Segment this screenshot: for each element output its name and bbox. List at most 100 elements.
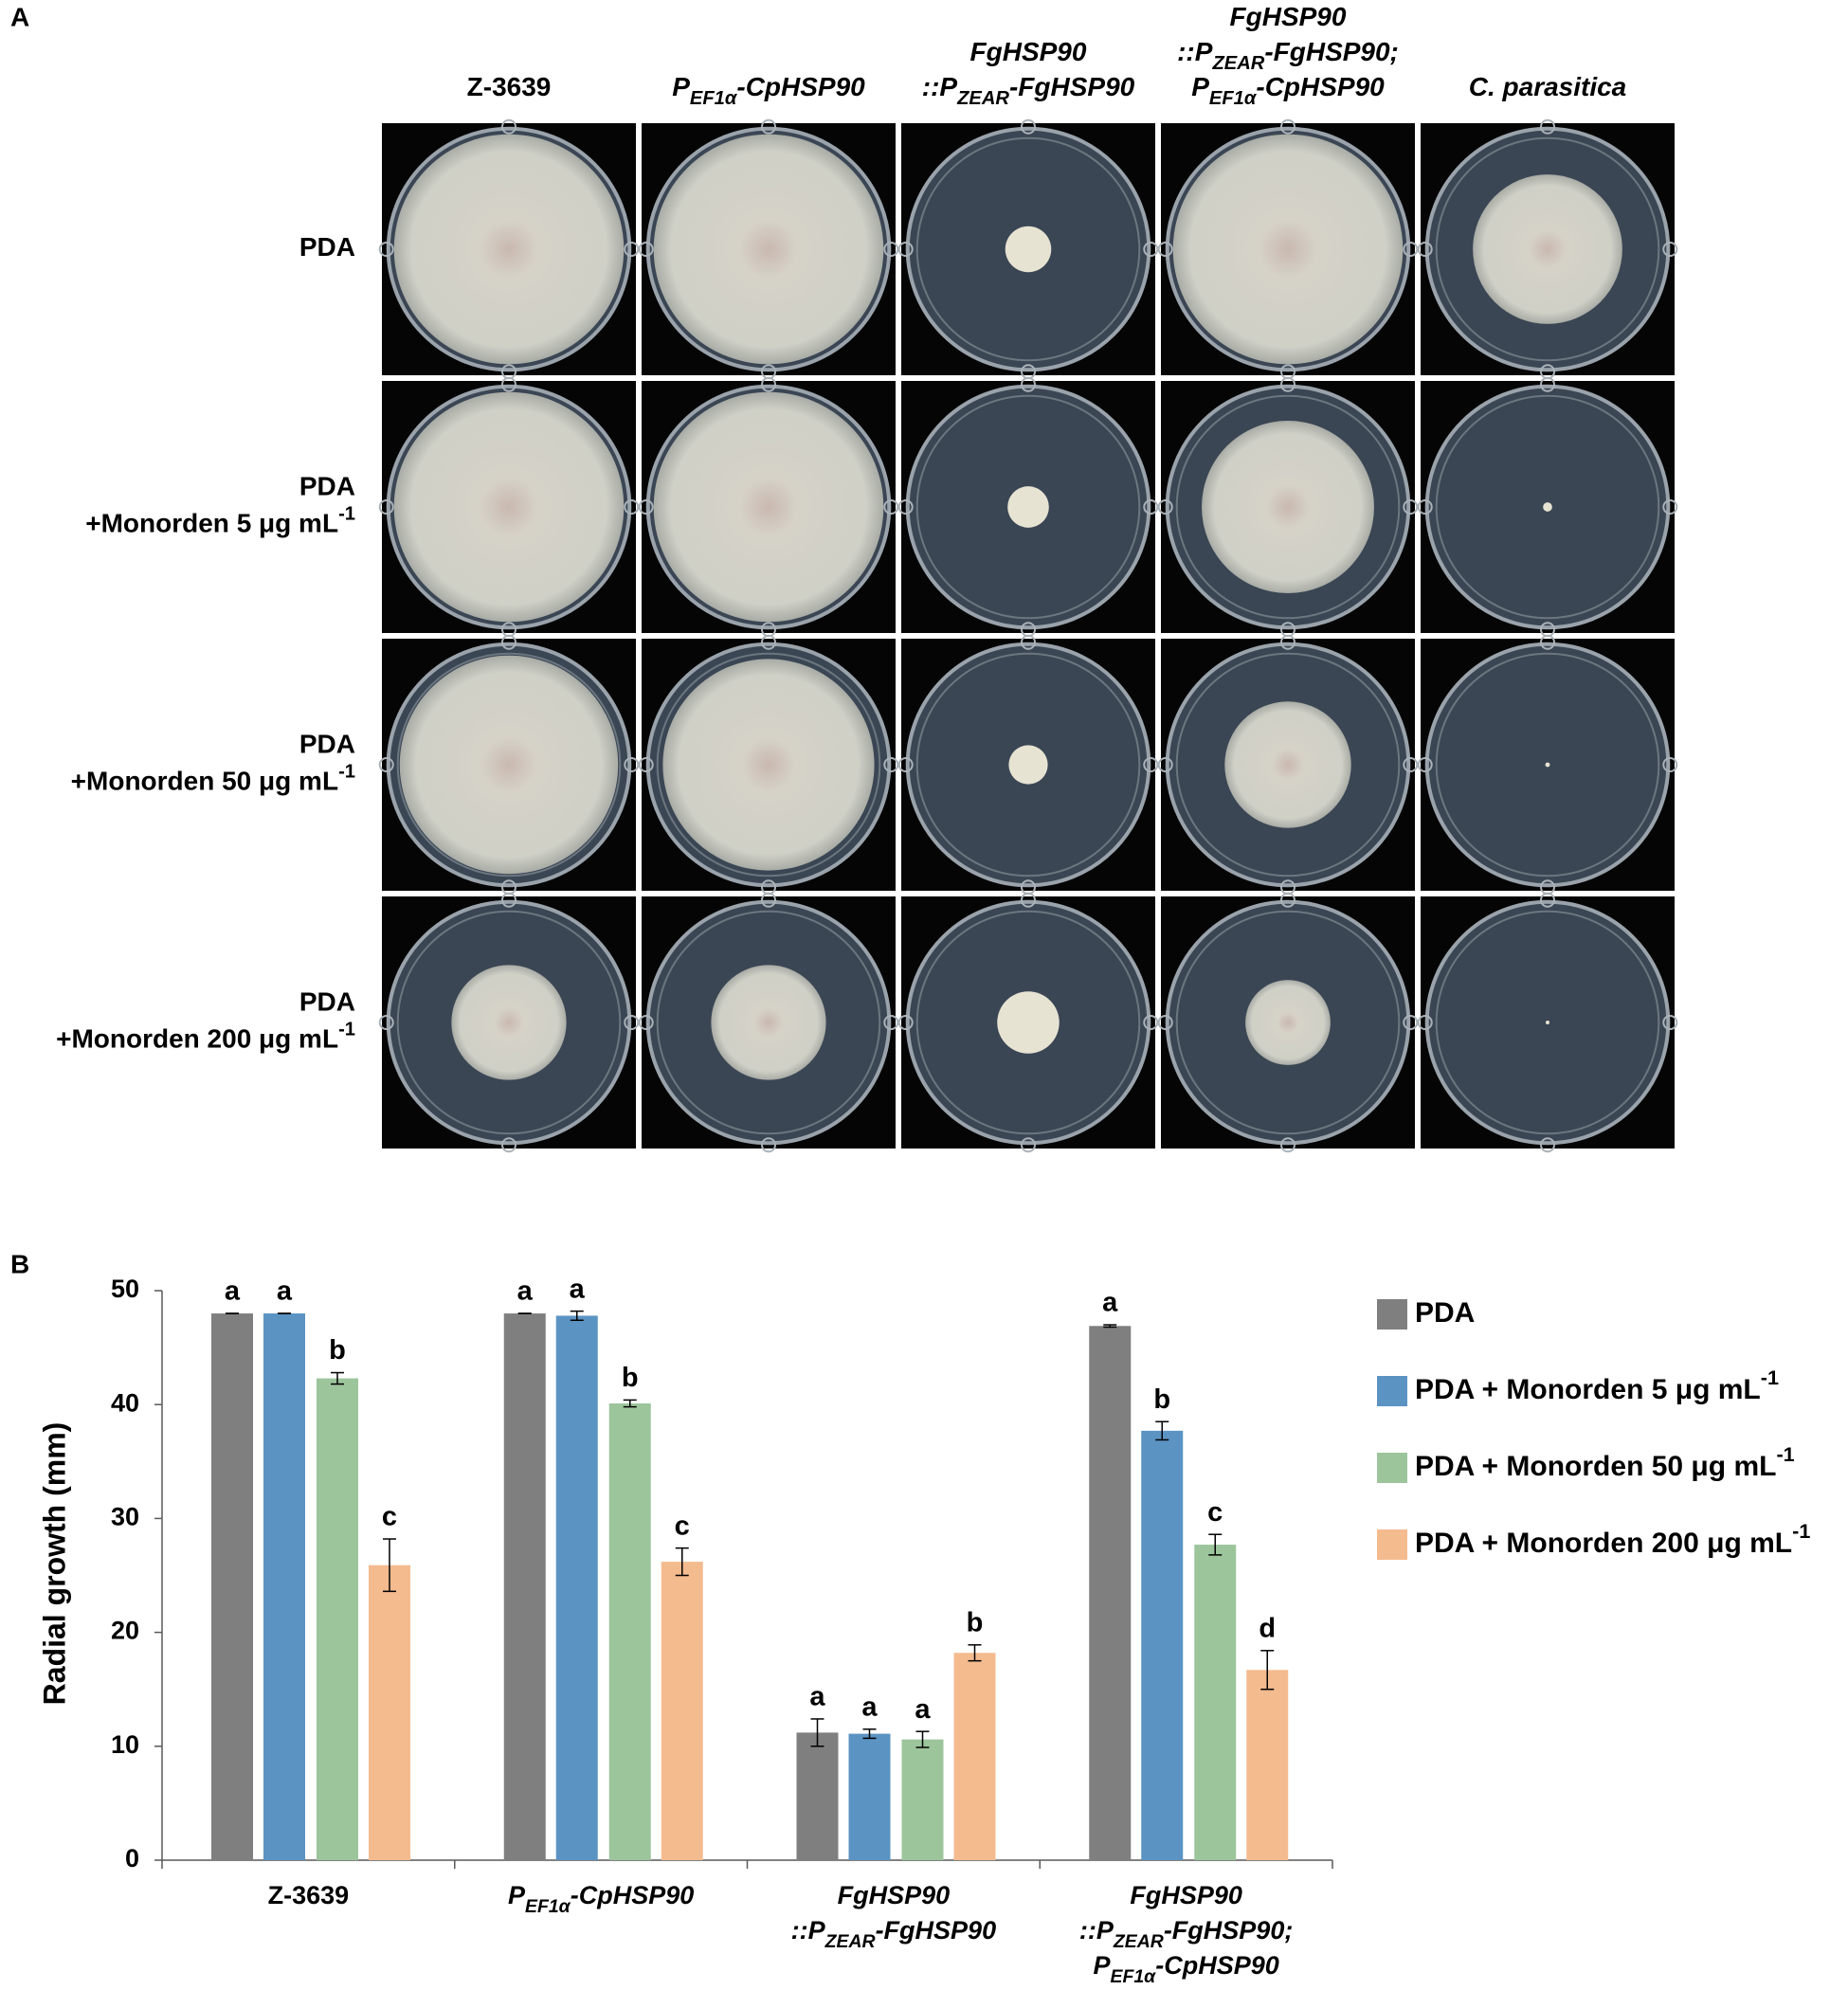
column-header: ::PZEAR-FgHSP90; (1177, 37, 1399, 74)
significance-letter: a (861, 1692, 878, 1722)
plate-inner (396, 652, 622, 877)
bar (608, 1402, 651, 1860)
colony (653, 134, 884, 365)
bar (263, 1313, 305, 1860)
text-run: -FgHSP90 (1009, 72, 1135, 101)
plate-inner (915, 652, 1141, 877)
colony (393, 134, 625, 365)
panel-label: B (10, 1249, 29, 1278)
plate-tab (1403, 499, 1419, 515)
plate-tab (1540, 118, 1555, 135)
text-run: ::P (1177, 37, 1213, 66)
text-run: PDA (299, 472, 355, 501)
colony (399, 655, 619, 875)
significance-letter: a (570, 1274, 586, 1304)
colony (393, 391, 625, 623)
text-run: EF1α (1111, 1966, 1157, 1987)
bar (369, 1565, 410, 1860)
plate-inner (1435, 394, 1660, 620)
text-run: PDA + Monorden 5 μg mL (1415, 1374, 1761, 1405)
colony (1005, 226, 1052, 273)
bar (317, 1378, 358, 1860)
column-header: FgHSP90 (970, 37, 1087, 66)
plate-tab (761, 634, 776, 650)
plate-tab (761, 376, 776, 392)
significance-letter: d (1259, 1613, 1276, 1643)
row-label: +Monorden 50 μg mL-1 (71, 762, 355, 796)
text-run: -FgHSP90; (1164, 1916, 1294, 1945)
error-bar (915, 1730, 930, 1748)
text-run: EF1α (525, 1896, 571, 1917)
plate-tab (624, 499, 640, 515)
text-run: PDA + Monorden 50 μg mL (1415, 1451, 1776, 1482)
plate-tab (501, 892, 516, 908)
error-bar (331, 1371, 344, 1385)
bar (1194, 1545, 1237, 1860)
colony (711, 965, 826, 1080)
plate-tab (1143, 757, 1159, 772)
legend-swatch (1377, 1529, 1407, 1560)
significance-letter: b (622, 1363, 639, 1393)
text-run: -1 (1792, 1519, 1810, 1543)
plate-inner (1435, 910, 1660, 1135)
significance-letter: b (967, 1607, 984, 1637)
text-run: ZEAR (1211, 53, 1264, 74)
plate-tab (1143, 499, 1159, 515)
text-run: +Monorden 50 μg mL (71, 767, 338, 796)
plate-tab (761, 118, 776, 135)
significance-letter: a (915, 1694, 931, 1725)
plate-tab (378, 242, 394, 257)
text-run: -FgHSP90; (1264, 37, 1399, 66)
colony (1202, 421, 1374, 593)
colony (662, 659, 875, 871)
text-run: P (1094, 1951, 1112, 1980)
plate-tab (897, 757, 914, 772)
x-tick-label: PEF1α-CpHSP90 (508, 1881, 694, 1917)
colony (1008, 745, 1048, 785)
plate-tab (1157, 499, 1173, 515)
colony (1172, 134, 1404, 365)
text-run: +Monorden 200 μg mL (56, 1024, 338, 1054)
plate-tab (1662, 1015, 1678, 1030)
text-run: -1 (1761, 1366, 1779, 1389)
plate-tab (638, 499, 654, 515)
colony (1546, 1021, 1549, 1024)
y-tick-label: 20 (111, 1617, 139, 1645)
bar (1141, 1430, 1184, 1860)
plate-inner (396, 910, 622, 1135)
plate-tab (1403, 757, 1419, 772)
plate-tab (1417, 242, 1433, 257)
legend-swatch (1377, 1376, 1407, 1406)
column-header: FgHSP90 (1230, 2, 1347, 31)
plate-tab (1540, 1137, 1555, 1153)
text-run: P (1191, 72, 1209, 101)
plate-tab (1021, 118, 1036, 135)
plate-tab (897, 499, 914, 515)
plate-tab (761, 1137, 776, 1153)
text-run: ZEAR (824, 1931, 876, 1952)
plate-tab (1157, 757, 1173, 772)
text-run: ZEAR (1113, 1931, 1164, 1952)
text-run: C. parasitica (1469, 72, 1627, 101)
y-tick-label: 0 (125, 1844, 139, 1872)
plate-tab (501, 118, 516, 135)
significance-letter: a (1102, 1288, 1118, 1318)
plate-tab (1662, 499, 1678, 515)
text-run: -1 (338, 762, 355, 783)
text-run: -1 (338, 504, 355, 525)
bar (901, 1739, 944, 1860)
error-bar (383, 1538, 396, 1593)
bar (953, 1653, 996, 1860)
plate-tab (638, 1015, 654, 1030)
text-run: FgHSP90 (970, 37, 1087, 66)
column-header: PEF1α-CpHSP90 (1191, 72, 1385, 109)
colony (1473, 174, 1622, 324)
plate-tab (897, 242, 914, 257)
x-tick-label: PEF1α-CpHSP90 (1094, 1951, 1279, 1987)
y-tick-label: 40 (111, 1388, 139, 1417)
text-run: -CpHSP90 (571, 1881, 695, 1909)
text-run: -CpHSP90 (736, 72, 865, 101)
row-label: +Monorden 5 μg mL-1 (85, 504, 355, 538)
text-run: -1 (1776, 1442, 1794, 1466)
row-label: PDA (299, 472, 355, 501)
